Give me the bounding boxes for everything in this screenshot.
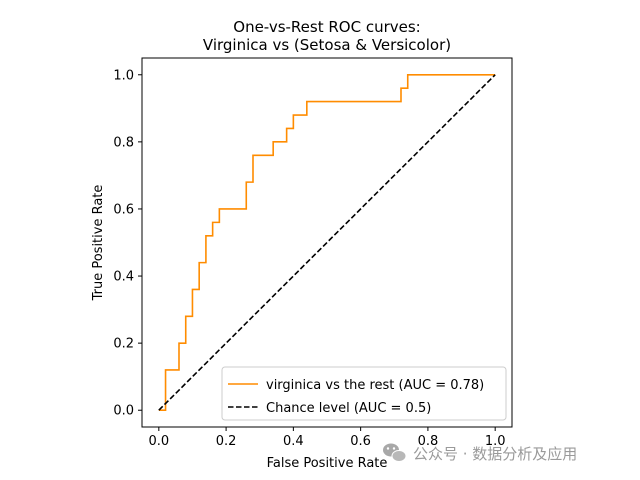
series-layer [158, 73, 496, 412]
y-tick-label: 0.8 [113, 135, 134, 150]
x-tick-label: 0.8 [418, 434, 439, 449]
x-tick-label: 0.2 [216, 434, 237, 449]
wechat-icon [383, 443, 407, 462]
x-axis-title: False Positive Rate [267, 456, 388, 471]
x-tick-label: 0.4 [283, 434, 304, 449]
y-tick-label: 0.2 [113, 337, 134, 352]
y-tick-label: 0.0 [113, 404, 134, 419]
x-tick-label: 0.6 [350, 434, 371, 449]
chance-level-line [158, 74, 496, 411]
x-axis-ticks: 0.0 0.2 0.4 0.6 0.8 1.0 [148, 427, 506, 449]
roc-curve-virginica [158, 73, 496, 412]
x-tick-label: 0.0 [148, 434, 169, 449]
legend-box [221, 366, 507, 421]
chart-title-line-1: One-vs-Rest ROC curves: [233, 18, 420, 36]
plot-area-frame [141, 57, 513, 428]
y-axis-ticks: 0.0 0.2 0.4 0.6 0.8 1.0 [113, 68, 142, 419]
watermark-text: 公众号 · 数据分析及应用 [413, 445, 577, 463]
y-tick-label: 1.0 [113, 68, 134, 83]
watermark: 公众号 · 数据分析及应用 [383, 443, 577, 463]
y-tick-label: 0.4 [113, 270, 134, 285]
x-tick-label: 1.0 [485, 434, 506, 449]
chart-title-line-2: Virginica vs (Setosa & Versicolor) [203, 36, 451, 54]
legend: virginica vs the rest (AUC = 0.78) Chanc… [221, 366, 507, 421]
legend-label-virginica: virginica vs the rest (AUC = 0.78) [266, 378, 484, 393]
chart-title-group: One-vs-Rest ROC curves: Virginica vs (Se… [203, 18, 451, 54]
y-axis-title: True Positive Rate [91, 185, 106, 302]
y-tick-label: 0.6 [113, 202, 134, 217]
legend-label-chance: Chance level (AUC = 0.5) [266, 401, 431, 416]
